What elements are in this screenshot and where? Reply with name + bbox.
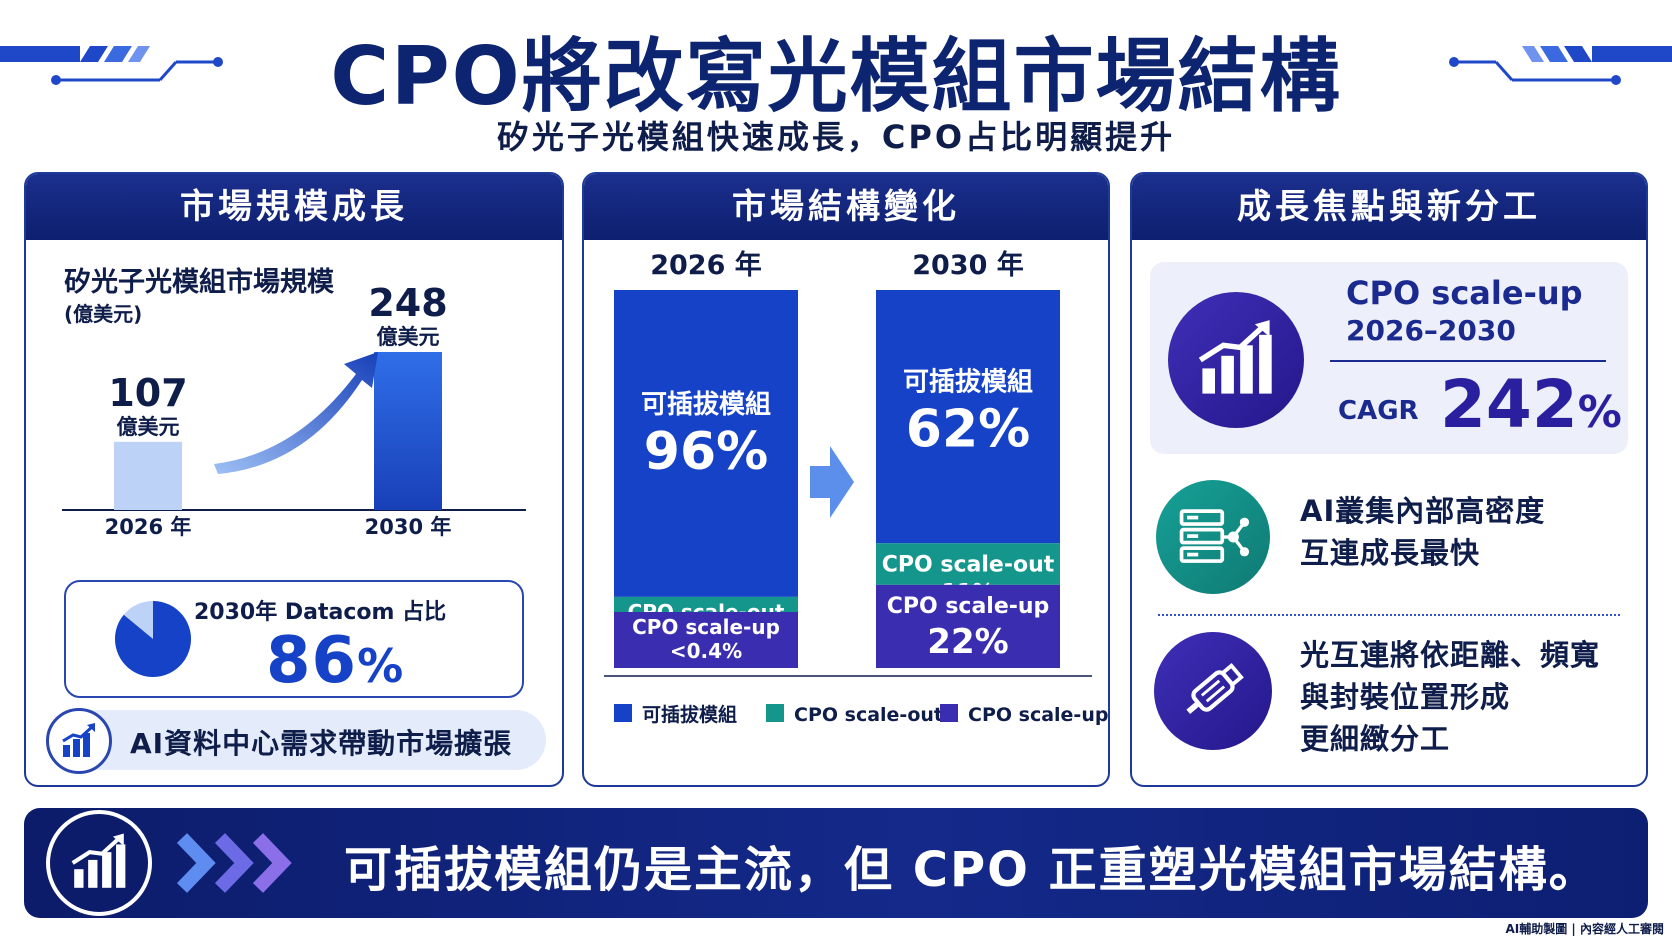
growth-chart-icon [1168,292,1304,428]
conclusion-text: 可插拔模組仍是主流，但 CPO 正重塑光模組市場結構。 [344,842,1599,898]
cagr-percent: % [1577,387,1622,438]
server-network-icon [1156,480,1270,594]
conclusion-banner: 可插拔模組仍是主流，但 CPO 正重塑光模組市場結構。 [24,808,1648,918]
size-bar-unit-1: 億美元 [117,415,180,439]
feature-division-text: 光互連將依距離、頻寬 與封裝位置形成 更細緻分工 [1300,634,1600,760]
structure-series-name-2-3: CPO scale-up [887,594,1050,619]
feature-cluster-text: AI叢集內部高密度 互連成長最快 [1300,490,1545,574]
legend-label-3: CPO scale-up [968,704,1108,726]
market-size-label: 矽光子光模組市場規模 [64,267,334,298]
size-category-label-1: 2026 年 [105,515,192,539]
cagr-label: CAGR [1338,396,1419,426]
growth-arrow-icon [214,352,378,474]
feature-division-line-1: 光互連將依距離、頻寬 [1300,638,1601,672]
structure-segment-1-1 [614,290,798,597]
optical-cable-icon [1154,632,1272,750]
cagr-title: CPO scale-up [1346,274,1583,312]
right-arrow-icon [810,446,854,518]
structure-segment-2-1 [876,290,1060,544]
size-bar-2 [374,352,442,510]
datacom-share-label: 2030年 Datacom 占比 [194,600,447,625]
feature-divider [1158,614,1620,616]
datacom-pie-icon [115,601,191,677]
growth-focus-heading: 成長焦點與新分工 [1132,174,1646,240]
legend-label-2: CPO scale-out [794,704,943,726]
page-subtitle: 矽光子光模組快速成長，CPO占比明顯提升 [496,118,1176,156]
feature-cluster-line-2: 互連成長最快 [1300,536,1481,570]
structure-segment-1-3 [614,612,798,668]
demand-pill-text: AI資料中心需求帶動市場擴張 [130,727,513,760]
structure-year-label-2: 2030 年 [912,249,1024,281]
feature-division-line-3: 更細緻分工 [1300,722,1451,756]
structure-series-name-1-1: 可插拔模組 [641,389,771,420]
size-bar-unit-2: 億美元 [377,325,440,349]
structure-segment-2-3 [876,584,1060,668]
feature-division-line-2: 與封裝位置形成 [1300,680,1511,714]
cagr-number: 242 [1440,366,1578,443]
market-structure-heading: 市場結構變化 [584,174,1108,240]
cagr-value: 242% [1440,366,1622,443]
structure-series-name-2-1: 可插拔模組 [903,366,1033,397]
market-size-unit: (億美元) [64,302,143,326]
legend-swatch-2 [766,704,784,722]
size-bar-1 [114,441,182,510]
ai-credit: AI輔助製圖 | 內容經人工審閱 [1505,922,1665,936]
structure-value-label-1-1: 96% [644,422,768,482]
structure-value-label-1-3: <0.4% [670,639,742,663]
demand-pill: AI資料中心需求帶動市場擴張 [46,708,546,774]
legend-label-1: 可插拔模組 [642,703,737,726]
datacom-pie-slice [115,601,191,677]
feature-cluster-line-1: AI叢集內部高密度 [1300,494,1546,528]
legend-swatch-3 [940,704,958,722]
cagr-period: 2026–2030 [1346,314,1516,347]
growth-focus-panel: 成長焦點與新分工 CPO scale-up 2026–2030 CAGR 242… [1130,172,1648,787]
legend-swatch-1 [614,704,632,722]
structure-year-label-1: 2026 年 [650,249,762,281]
datacom-share-percent: % [357,639,405,693]
structure-segment-2-2 [876,543,1060,585]
size-bar-value-1: 107 [108,371,187,415]
chevron-arrows-icon [176,833,292,893]
structure-series-name-2-2: CPO scale-out [882,552,1055,577]
size-category-label-2: 2030 年 [365,515,452,539]
structure-value-label-2-3: 22% [927,622,1008,662]
structure-segment-1-2 [614,596,798,612]
datacom-share-number: 86 [266,624,358,698]
market-size-heading: 市場規模成長 [26,174,562,240]
structure-value-label-2-1: 62% [906,399,1030,459]
datacom-share-value: 86% [266,624,404,698]
circuit-decoration-left [0,46,223,85]
cagr-divider [1330,360,1606,362]
page-title: CPO將改寫光模組市場結構 [330,30,1342,123]
size-bar-value-2: 248 [368,281,447,325]
datacom-share-card: 2030年 Datacom 占比 86% [64,580,524,698]
structure-series-name-1-3: CPO scale-up [632,615,780,639]
growth-chart-icon [46,708,112,774]
market-size-panel: 市場規模成長 矽光子光模組市場規模 (億美元) 107 億美元 2026 年 248 億… [24,172,564,787]
growth-chart-icon [46,810,152,916]
circuit-decoration-right [1449,46,1672,85]
cagr-card: CPO scale-up 2026–2030 CAGR 242% [1150,262,1628,454]
